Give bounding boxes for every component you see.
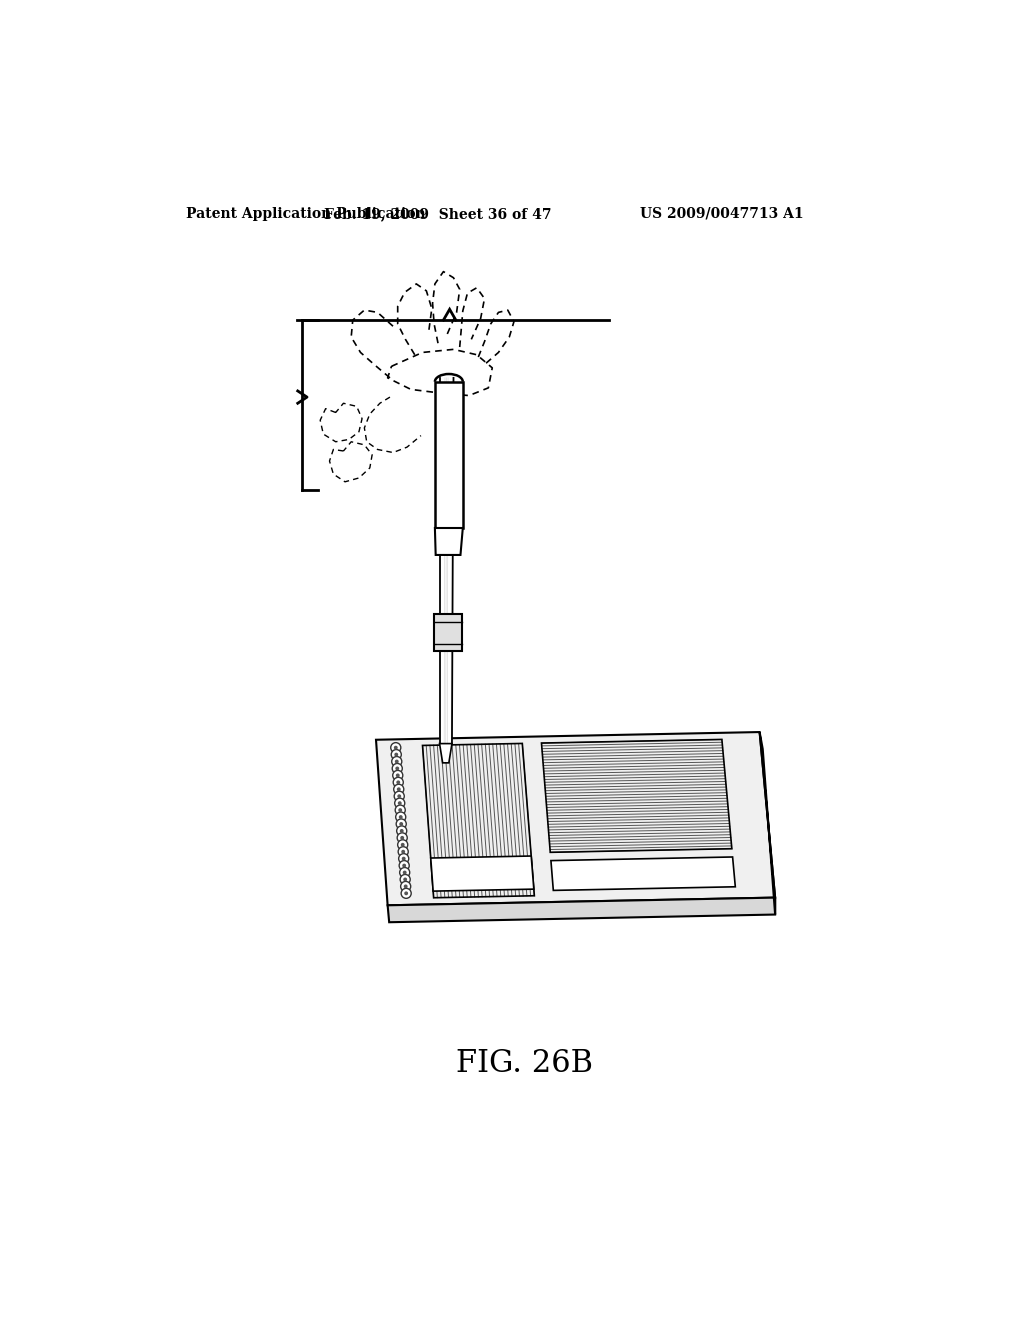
Circle shape (395, 805, 406, 814)
Circle shape (401, 857, 406, 861)
Polygon shape (431, 855, 534, 891)
Polygon shape (435, 528, 463, 554)
Circle shape (398, 846, 409, 857)
Circle shape (398, 814, 402, 818)
Circle shape (400, 874, 411, 884)
Circle shape (396, 818, 407, 829)
Circle shape (399, 822, 403, 826)
Circle shape (396, 780, 400, 784)
Circle shape (397, 787, 400, 791)
Circle shape (396, 774, 399, 777)
Circle shape (398, 854, 409, 863)
Circle shape (392, 756, 401, 767)
Circle shape (394, 791, 404, 801)
Circle shape (401, 850, 406, 854)
Circle shape (403, 878, 408, 882)
Polygon shape (434, 614, 462, 651)
Circle shape (399, 829, 403, 833)
Circle shape (397, 801, 401, 805)
Circle shape (400, 882, 411, 891)
Polygon shape (551, 857, 735, 891)
Polygon shape (435, 381, 463, 528)
Circle shape (395, 812, 406, 822)
Circle shape (394, 746, 397, 750)
Polygon shape (760, 733, 775, 915)
Circle shape (399, 867, 410, 878)
Circle shape (393, 784, 403, 795)
Polygon shape (439, 743, 452, 763)
Circle shape (395, 759, 398, 763)
Circle shape (393, 771, 402, 780)
Circle shape (402, 871, 407, 874)
Circle shape (396, 826, 407, 836)
Text: FIG. 26B: FIG. 26B (457, 1048, 593, 1078)
Circle shape (397, 840, 408, 850)
Circle shape (401, 888, 412, 899)
Circle shape (402, 863, 407, 867)
Polygon shape (376, 733, 775, 906)
Circle shape (400, 836, 404, 840)
Circle shape (394, 752, 398, 756)
Circle shape (394, 799, 404, 808)
Text: Feb. 19, 2009  Sheet 36 of 47: Feb. 19, 2009 Sheet 36 of 47 (325, 207, 552, 220)
Circle shape (397, 795, 401, 799)
Circle shape (393, 777, 403, 787)
Circle shape (403, 884, 408, 888)
Circle shape (395, 767, 399, 771)
Text: Patent Application Publication: Patent Application Publication (186, 207, 426, 220)
Polygon shape (439, 378, 454, 743)
Circle shape (400, 843, 404, 846)
Circle shape (392, 763, 402, 774)
Circle shape (404, 891, 409, 895)
Text: US 2009/0047713 A1: US 2009/0047713 A1 (640, 207, 803, 220)
Circle shape (397, 833, 408, 843)
Circle shape (399, 861, 410, 871)
Circle shape (398, 808, 402, 812)
Circle shape (391, 743, 400, 752)
Circle shape (391, 750, 401, 759)
Polygon shape (388, 898, 775, 923)
